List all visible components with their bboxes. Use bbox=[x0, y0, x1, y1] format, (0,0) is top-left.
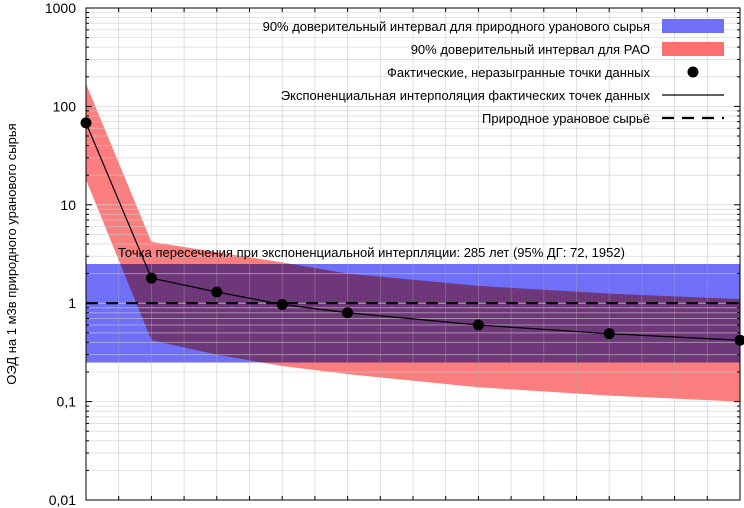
band-2 bbox=[86, 83, 740, 402]
legend-label: Экспоненциальная интерполяция фактически… bbox=[281, 88, 651, 103]
legend-swatch bbox=[662, 42, 724, 56]
data-point bbox=[342, 307, 354, 319]
data-point bbox=[603, 328, 615, 340]
data-point bbox=[211, 286, 223, 298]
confidence-bands bbox=[86, 83, 740, 402]
legend: 90% доверительный интервал для природног… bbox=[263, 19, 724, 126]
y-tick-label: 1000 bbox=[45, 0, 76, 16]
y-tick-label: 0,01 bbox=[49, 492, 76, 508]
legend-swatch bbox=[662, 19, 724, 33]
data-point bbox=[472, 319, 484, 331]
legend-label: 90% доверительный интервал для природног… bbox=[263, 19, 650, 34]
data-point bbox=[276, 299, 288, 311]
interpolation-line bbox=[85, 122, 741, 341]
legend-marker bbox=[687, 66, 699, 78]
y-tick-label: 0,1 bbox=[57, 394, 77, 410]
legend-label: 90% доверительный интервал для РАО bbox=[411, 42, 650, 57]
data-point bbox=[145, 272, 157, 284]
y-tick-label: 10 bbox=[60, 197, 76, 213]
legend-label: Природное урановое сырьё bbox=[482, 111, 650, 126]
data-point bbox=[734, 334, 744, 346]
y-axis-label: ОЭД на 1 м3в природного уранового сырья bbox=[4, 123, 19, 384]
axis-ticks: 1000 100 10 1 0,1 0,01 bbox=[45, 0, 740, 508]
data-series bbox=[80, 117, 744, 346]
y-tick-label: 1 bbox=[68, 295, 76, 311]
y-tick-label: 100 bbox=[53, 98, 77, 114]
legend-label: Фактические, неразыгранные точки данных bbox=[387, 65, 650, 80]
annotation: Точка пересечения при экспоненциальной и… bbox=[118, 245, 625, 260]
